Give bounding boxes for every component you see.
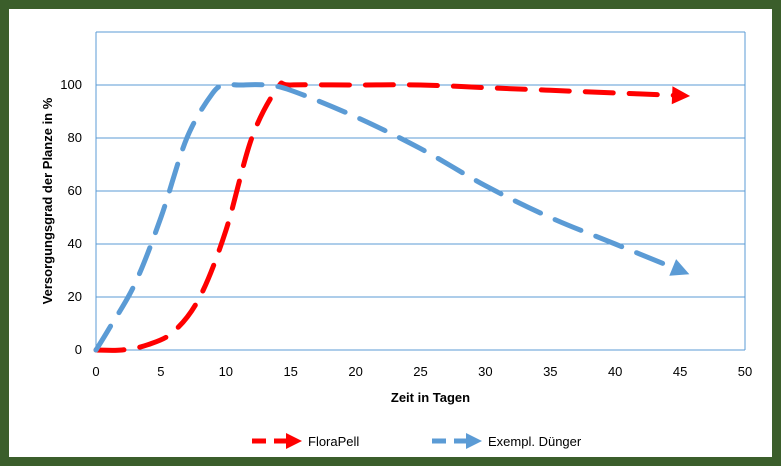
series-line xyxy=(93,80,683,353)
x-tick-label: 20 xyxy=(348,364,362,379)
legend-swatch-arrow xyxy=(466,433,482,449)
legend: FloraPell Exempl. Dünger xyxy=(252,433,582,449)
y-tick-label: 60 xyxy=(68,183,82,198)
y-tick-labels: 0 20 40 60 80 100 xyxy=(60,77,82,357)
x-tick-label: 45 xyxy=(673,364,687,379)
y-axis-title: Versorgungsgrad der Planze in % xyxy=(40,97,55,304)
x-tick-label: 40 xyxy=(608,364,622,379)
x-tick-labels: 0 5 10 15 20 25 30 35 40 45 50 xyxy=(92,364,752,379)
y-tick-label: 80 xyxy=(68,130,82,145)
x-tick-label: 25 xyxy=(413,364,427,379)
x-tick-label: 15 xyxy=(283,364,297,379)
legend-item-0: FloraPell xyxy=(252,433,359,449)
series-arrowhead xyxy=(669,259,690,276)
y-tick-label: 100 xyxy=(60,77,82,92)
series-0 xyxy=(93,80,691,353)
legend-label: Exempl. Dünger xyxy=(488,434,582,449)
x-axis-title: Zeit in Tagen xyxy=(391,390,470,405)
series-layer xyxy=(93,80,691,353)
series-1 xyxy=(93,81,690,353)
legend-label: FloraPell xyxy=(308,434,359,449)
legend-item-1: Exempl. Dünger xyxy=(432,433,582,449)
x-tick-label: 50 xyxy=(738,364,752,379)
y-tick-label: 20 xyxy=(68,289,82,304)
x-tick-label: 10 xyxy=(219,364,233,379)
y-tick-label: 0 xyxy=(75,342,82,357)
x-tick-label: 5 xyxy=(157,364,164,379)
x-tick-label: 30 xyxy=(478,364,492,379)
axes xyxy=(95,32,746,351)
series-arrowhead xyxy=(671,86,691,105)
series-line xyxy=(93,81,683,353)
x-tick-label: 0 xyxy=(92,364,99,379)
x-tick-label: 35 xyxy=(543,364,557,379)
legend-swatch-arrow xyxy=(286,433,302,449)
y-tick-label: 40 xyxy=(68,236,82,251)
